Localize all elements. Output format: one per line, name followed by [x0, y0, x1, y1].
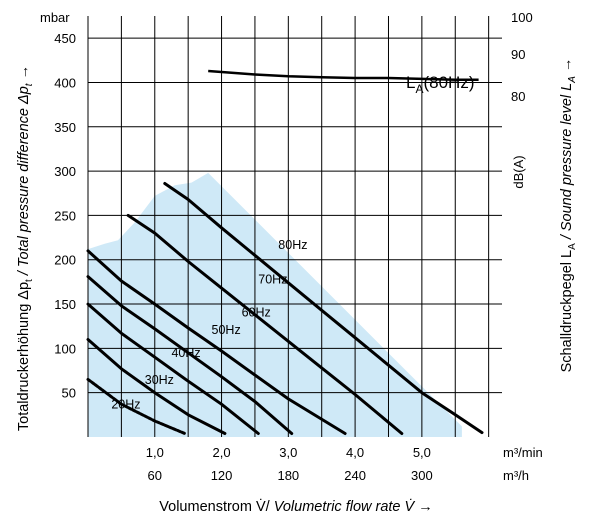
- x-tick-label-m3h: 240: [344, 468, 366, 483]
- la-80hz-curve: [208, 69, 479, 82]
- operating-range-layer: [88, 172, 462, 437]
- x-tick-label-m3h: 60: [148, 468, 162, 483]
- x-tick-label-m3min: 5,0: [413, 445, 431, 460]
- curves-layer: [86, 69, 484, 435]
- curve-20hz: [86, 377, 187, 435]
- curve-label-40hz: 40Hz: [171, 346, 200, 360]
- x-axis-title: Volumenstrom V̇/ Volumetric flow rate V̇…: [159, 498, 432, 515]
- left-tick-label: 450: [54, 31, 76, 46]
- right-axis-unit: dB(A): [511, 155, 526, 188]
- curve-70hz: [126, 213, 404, 435]
- curve-80hz: [163, 182, 484, 435]
- left-tick-label: 300: [54, 164, 76, 179]
- x-tick-label-m3h: 300: [411, 468, 433, 483]
- left-tick-label: 250: [54, 208, 76, 223]
- right-tick-label: 90: [511, 47, 525, 62]
- curve-50hz: [86, 275, 294, 435]
- right-tick-label: 100: [511, 10, 533, 25]
- x-tick-label-m3h: 180: [277, 468, 299, 483]
- curve-label-20hz: 20Hz: [111, 398, 140, 412]
- x-tick-label-m3min: 4,0: [346, 445, 364, 460]
- x-tick-label-m3min: 2,0: [213, 445, 231, 460]
- left-tick-label: 400: [54, 75, 76, 90]
- curve-30hz: [86, 338, 227, 435]
- x-tick-label-m3h: 120: [211, 468, 233, 483]
- left-axis-unit: mbar: [40, 10, 70, 25]
- x-axis-unit-m3h: m³/h: [503, 468, 529, 483]
- right-tick-label: 80: [511, 89, 525, 104]
- x-axis-unit-m3min: m³/min: [503, 445, 543, 460]
- curve-60hz: [86, 249, 347, 435]
- curve-40hz: [86, 302, 260, 435]
- la-curve-label: LA(80Hz): [406, 73, 475, 96]
- x-tick-label-m3min: 3,0: [279, 445, 297, 460]
- grid: [87, 16, 502, 437]
- operating-range-region: [88, 172, 462, 437]
- curve-label-50hz: 50Hz: [212, 323, 241, 337]
- left-tick-label: 150: [54, 297, 76, 312]
- curve-label-80hz: 80Hz: [278, 238, 307, 252]
- left-axis-title: Totaldruckerhöhung Δpt / Total pressure …: [16, 65, 35, 431]
- left-tick-label: 50: [62, 386, 76, 401]
- curve-label-70hz: 70Hz: [258, 273, 287, 287]
- left-tick-label: 100: [54, 341, 76, 356]
- curve-label-60hz: 60Hz: [242, 305, 271, 319]
- right-axis-title: Schalldruckpegel LA / Sound pressure lev…: [559, 58, 578, 373]
- left-tick-label: 350: [54, 120, 76, 135]
- left-tick-label: 200: [54, 253, 76, 268]
- curve-label-30hz: 30Hz: [145, 373, 174, 387]
- x-tick-label-m3min: 1,0: [146, 445, 164, 460]
